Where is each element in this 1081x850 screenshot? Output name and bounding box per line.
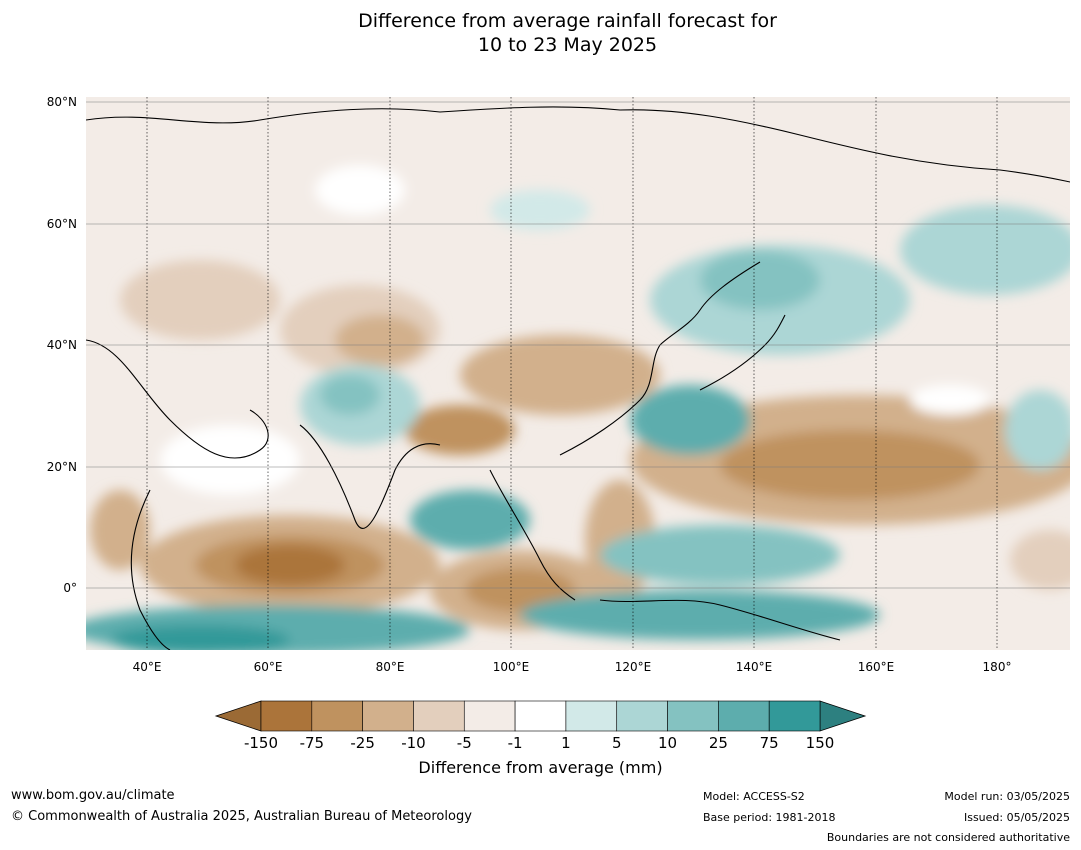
colorbar-tick-label: 5: [612, 734, 622, 752]
website-link[interactable]: www.bom.gov.au/climate: [11, 788, 175, 803]
colorbar-segment: [667, 700, 719, 732]
colorbar: -150 -75 -25 -10 -5 -1 1 5 10 25 75 150: [214, 700, 867, 752]
map-title: Difference from average rainfall forecas…: [0, 9, 1081, 57]
colorbar-tick-label: -25: [350, 734, 375, 752]
colorbar-tick-label: -1: [508, 734, 523, 752]
lat-label-80n: 80°N: [47, 95, 77, 109]
colorbar-tick-label: -10: [401, 734, 426, 752]
colorbar-over-arrow: [819, 700, 867, 732]
colorbar-title: Difference from average (mm): [418, 758, 663, 777]
colorbar-segment: [718, 700, 770, 732]
parallels: [86, 101, 1070, 589]
longitude-labels: 40°E 60°E 80°E 100°E 120°E 140°E 160°E 1…: [133, 660, 1012, 674]
colorbar-segment: [260, 700, 313, 732]
colorbar-under-arrow: [214, 700, 262, 732]
lat-label-40n: 40°N: [47, 338, 77, 352]
colorbar-tick-label: 150: [806, 734, 835, 752]
title-line-2: 10 to 23 May 2025: [477, 34, 658, 56]
copyright-text: © Commonwealth of Australia 2025, Austra…: [11, 809, 472, 824]
base-period: Base period: 1981-2018: [703, 811, 836, 824]
lon-label-80e: 80°E: [376, 660, 405, 674]
boundaries-disclaimer: Boundaries are not considered authoritat…: [826, 831, 1070, 844]
lon-label-160e: 160°E: [858, 660, 895, 674]
colorbar-tick-label: -5: [457, 734, 472, 752]
lon-label-120e: 120°E: [615, 660, 652, 674]
colorbar-tick-label: 75: [760, 734, 779, 752]
colorbar-tick-label: 1: [561, 734, 571, 752]
colorbar-tick-label: 25: [709, 734, 728, 752]
lat-label-0: 0°: [63, 581, 77, 595]
colorbar-segment: [616, 700, 668, 732]
colorbar-segment: [463, 700, 516, 732]
colorbar-segment: [362, 700, 414, 732]
colorbar-tick-label: -150: [244, 734, 278, 752]
lon-label-40e: 40°E: [133, 660, 162, 674]
meridians: [146, 97, 998, 650]
rainfall-anomaly-map: [86, 97, 1070, 650]
latitude-labels: 80°N 60°N 40°N 20°N 0°: [47, 95, 77, 595]
issued-date: Issued: 05/05/2025: [963, 811, 1070, 824]
colorbar-segment: [514, 700, 567, 732]
colorbar-segment: [768, 700, 821, 732]
colorbar-tick-label: -75: [300, 734, 325, 752]
lat-label-60n: 60°N: [47, 217, 77, 231]
model-run-date: Model run: 03/05/2025: [944, 790, 1070, 803]
title-line-1: Difference from average rainfall forecas…: [358, 10, 777, 32]
colorbar-segment: [565, 700, 618, 732]
lon-label-100e: 100°E: [493, 660, 530, 674]
lat-label-20n: 20°N: [47, 460, 77, 474]
lon-label-60e: 60°E: [254, 660, 283, 674]
coastlines: [86, 106, 1070, 650]
colorbar-segment: [311, 700, 363, 732]
model-name: Model: ACCESS-S2: [703, 790, 805, 803]
colorbar-segment: [413, 700, 465, 732]
lon-label-180: 180°: [983, 660, 1012, 674]
colorbar-tick-label: 10: [658, 734, 677, 752]
lon-label-140e: 140°E: [736, 660, 773, 674]
